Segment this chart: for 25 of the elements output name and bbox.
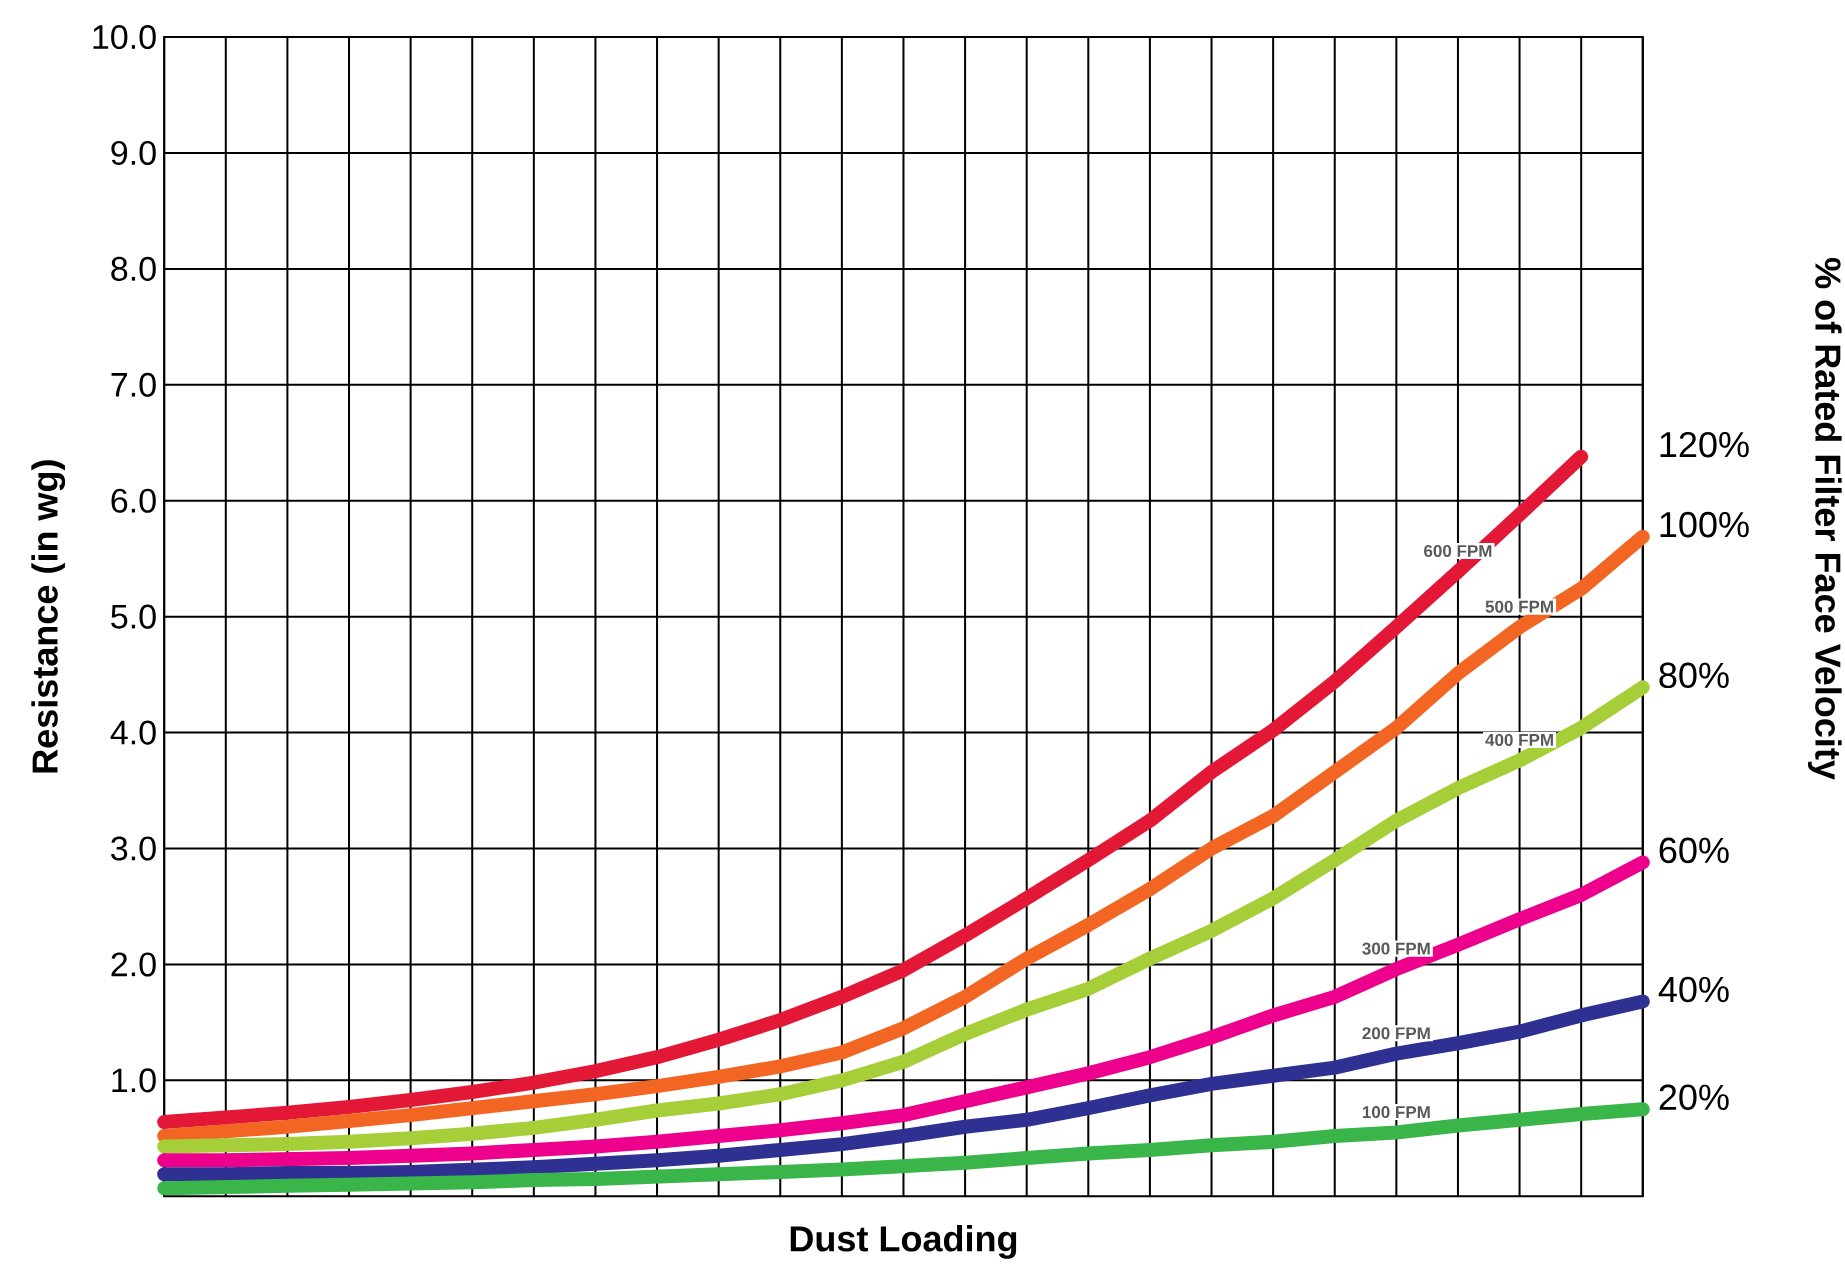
series-label: 200 FPM <box>1362 1027 1430 1040</box>
y2-axis-title: % of Rated Filter Face Velocity <box>1808 257 1842 780</box>
y-tick-label: 1.0 <box>112 1068 156 1093</box>
series-label: 600 FPM <box>1424 544 1492 557</box>
y-tick-label: 9.0 <box>111 140 156 165</box>
y-tick-label: 8.0 <box>111 256 156 281</box>
text: 80% <box>1659 662 1729 688</box>
x-axis-title: Dust Loading <box>790 1224 1017 1259</box>
text: 20% <box>1659 1084 1729 1110</box>
y-tick-label: 5.0 <box>111 604 156 629</box>
text: 120% <box>1660 431 1749 458</box>
text: 60% <box>1659 837 1729 863</box>
text: 40% <box>1658 976 1729 1003</box>
series-label: 100 FPM <box>1362 1105 1430 1118</box>
series-label: 300 FPM <box>1362 942 1430 955</box>
text: 100% <box>1660 511 1749 538</box>
y-tick-label: 3.0 <box>111 836 156 861</box>
series-label: 400 FPM <box>1485 733 1553 746</box>
y-axis-title: Resistance (in wg) <box>31 460 66 773</box>
y-tick-label: 4.0 <box>110 720 156 745</box>
y-tick-label: 6.0 <box>111 488 156 513</box>
y-tick-label: 10.0 <box>93 24 156 49</box>
series-label: 500 FPM <box>1485 600 1553 613</box>
y-tick-label: 2.0 <box>111 952 156 977</box>
y-tick-label: 7.0 <box>111 372 156 397</box>
